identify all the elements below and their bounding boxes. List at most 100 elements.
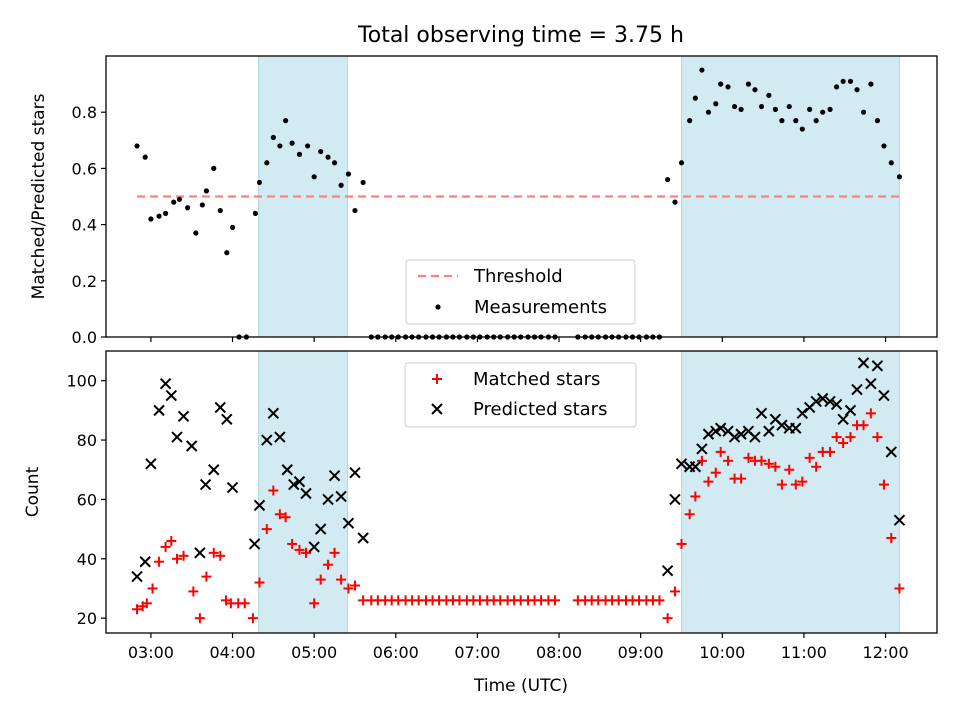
top-y-tick-label: 0.6 bbox=[72, 159, 97, 178]
predicted-star-point bbox=[322, 493, 334, 506]
bottom-y-tick-label: 40 bbox=[77, 550, 97, 569]
measurement-point bbox=[772, 106, 778, 112]
predicted-star-point bbox=[702, 428, 715, 440]
predicted-star-point bbox=[221, 413, 233, 425]
matched-star-point bbox=[669, 586, 680, 597]
matched-star-point bbox=[831, 432, 842, 443]
measurement-point bbox=[718, 81, 724, 87]
measurement-point bbox=[725, 84, 731, 90]
measurement-point bbox=[318, 148, 324, 155]
x-tick-label: 03:00 bbox=[128, 643, 174, 662]
measurement-point bbox=[699, 67, 705, 73]
measurement-point bbox=[256, 179, 263, 186]
predicted-star-point bbox=[288, 478, 300, 491]
predicted-star-point bbox=[830, 398, 843, 411]
matched-star-point bbox=[178, 550, 189, 561]
measurement-point bbox=[176, 196, 183, 202]
predicted-star-point bbox=[357, 532, 369, 544]
matched-stars-points bbox=[132, 408, 905, 624]
measurement-point bbox=[193, 230, 199, 236]
predicted-star-point bbox=[314, 523, 327, 535]
measurement-point bbox=[277, 143, 283, 149]
measurement-point bbox=[799, 126, 805, 132]
measurement-point bbox=[360, 179, 366, 186]
predicted-star-point bbox=[308, 541, 320, 553]
legend-matched-label: Matched stars bbox=[473, 369, 600, 390]
predicted-star-point bbox=[878, 389, 890, 402]
matched-star-point bbox=[662, 613, 673, 624]
measurement-point bbox=[352, 207, 358, 214]
measurement-point bbox=[229, 224, 236, 231]
measurement-point bbox=[827, 106, 833, 112]
predicted-star-point bbox=[153, 404, 165, 417]
x-tick-label: 06:00 bbox=[373, 643, 419, 662]
measurement-point bbox=[171, 199, 177, 205]
matched-star-point bbox=[315, 574, 326, 585]
measurement-point bbox=[738, 106, 744, 112]
predicted-star-point bbox=[145, 458, 157, 470]
predicted-star-point bbox=[214, 401, 226, 414]
predicted-star-point bbox=[165, 389, 178, 402]
matched-star-point bbox=[710, 467, 721, 478]
predicted-star-point bbox=[293, 475, 306, 488]
measurement-point bbox=[156, 213, 162, 219]
matched-star-point bbox=[349, 580, 360, 591]
matched-star-point bbox=[154, 556, 165, 567]
predicted-star-point bbox=[696, 443, 708, 455]
predicted-star-point bbox=[790, 422, 802, 434]
bottom-legend-box bbox=[404, 362, 637, 428]
matched-star-point bbox=[797, 476, 808, 487]
predicted-star-point bbox=[735, 428, 747, 440]
top-y-tick-label: 0.4 bbox=[72, 216, 97, 235]
matched-star-point bbox=[274, 509, 285, 520]
measurement-point bbox=[847, 78, 854, 84]
predicted-star-point bbox=[857, 357, 870, 369]
matched-star-point bbox=[886, 533, 897, 544]
bottom-y-axis: 20 40 60 80 100 bbox=[66, 372, 106, 628]
matched-star-point bbox=[878, 479, 889, 490]
predicted-star-point bbox=[851, 383, 863, 396]
top-y-tick-label: 0.0 bbox=[72, 328, 97, 347]
matched-star-point bbox=[309, 598, 320, 609]
x-tick-label: 09:00 bbox=[618, 643, 664, 662]
predicted-star-point bbox=[893, 514, 906, 526]
matched-star-point bbox=[654, 595, 665, 606]
matched-star-point bbox=[268, 485, 279, 496]
measurement-point bbox=[868, 81, 874, 87]
measurement-point bbox=[217, 207, 223, 214]
measurement-point bbox=[162, 210, 169, 216]
predicted-stars-points bbox=[131, 357, 906, 583]
matched-star-point bbox=[715, 446, 726, 457]
matched-star-point bbox=[239, 598, 250, 609]
measurement-point bbox=[793, 118, 799, 124]
matched-star-point bbox=[784, 464, 795, 475]
x-axis-label: Time (UTC) bbox=[473, 676, 568, 696]
predicted-star-point bbox=[194, 547, 206, 559]
matched-star-point bbox=[838, 438, 849, 449]
predicted-star-point bbox=[253, 499, 266, 512]
legend-predicted-label: Predicted stars bbox=[473, 399, 607, 420]
predicted-star-point bbox=[661, 564, 674, 577]
measurement-point bbox=[148, 216, 154, 222]
matched-star-point bbox=[160, 541, 171, 552]
measurement-point bbox=[338, 182, 344, 188]
bottom-y-tick-label: 20 bbox=[77, 609, 97, 628]
matched-star-point bbox=[188, 586, 199, 597]
measurement-point bbox=[672, 199, 678, 205]
predicted-star-point bbox=[186, 440, 198, 452]
predicted-star-point bbox=[871, 360, 884, 372]
matched-star-point bbox=[208, 547, 219, 558]
matched-star-point bbox=[676, 538, 687, 549]
x-tick-label: 12:00 bbox=[863, 643, 909, 662]
top-y-axis-label: Matched/Predicted stars bbox=[29, 93, 49, 299]
matched-star-point bbox=[166, 535, 177, 546]
measurement-point bbox=[881, 143, 887, 149]
chart-title: Total observing time = 3.75 h bbox=[357, 23, 684, 48]
bottom-y-axis-label: Count bbox=[23, 466, 43, 517]
measurement-point bbox=[807, 106, 813, 112]
matched-star-point bbox=[132, 604, 143, 615]
predicted-star-point bbox=[335, 490, 347, 503]
matched-star-point bbox=[684, 509, 695, 520]
